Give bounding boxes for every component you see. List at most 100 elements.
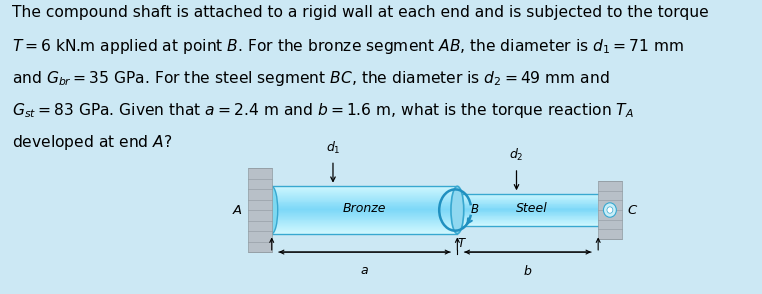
- Text: $d_2$: $d_2$: [509, 147, 523, 163]
- Bar: [272, 208, 457, 209]
- Bar: [272, 207, 457, 208]
- Bar: [272, 206, 457, 207]
- Bar: [272, 220, 457, 221]
- Bar: [272, 201, 457, 203]
- Bar: [272, 227, 457, 228]
- Bar: [457, 224, 598, 225]
- Text: $B$: $B$: [470, 203, 479, 216]
- Bar: [457, 202, 598, 203]
- Bar: [598, 181, 622, 239]
- Bar: [457, 196, 598, 197]
- Ellipse shape: [607, 207, 613, 213]
- Bar: [272, 197, 457, 198]
- Bar: [272, 186, 457, 187]
- Bar: [272, 224, 457, 225]
- Bar: [272, 190, 457, 191]
- Bar: [457, 200, 598, 201]
- Bar: [272, 209, 457, 210]
- Bar: [272, 214, 457, 215]
- Bar: [272, 233, 457, 234]
- Ellipse shape: [604, 203, 616, 217]
- Text: Bronze: Bronze: [343, 202, 386, 215]
- Text: $b$: $b$: [523, 264, 533, 278]
- Bar: [457, 218, 598, 219]
- Bar: [457, 205, 598, 206]
- Bar: [272, 228, 457, 229]
- Bar: [272, 226, 457, 227]
- Bar: [272, 203, 457, 204]
- Bar: [272, 210, 457, 211]
- Bar: [272, 199, 457, 201]
- Bar: [457, 211, 598, 212]
- Bar: [457, 210, 598, 211]
- Bar: [457, 216, 598, 217]
- Text: $C$: $C$: [626, 203, 638, 217]
- Bar: [272, 204, 457, 205]
- Bar: [272, 188, 457, 189]
- Bar: [457, 208, 598, 209]
- Bar: [457, 213, 598, 214]
- Bar: [272, 198, 457, 199]
- Bar: [272, 232, 457, 233]
- Bar: [272, 231, 457, 232]
- Bar: [272, 187, 457, 188]
- Bar: [272, 222, 457, 223]
- Bar: [457, 222, 598, 223]
- Bar: [457, 195, 598, 196]
- Ellipse shape: [451, 186, 464, 234]
- Text: $T$: $T$: [456, 237, 466, 250]
- Bar: [272, 218, 457, 220]
- Text: The compound shaft is attached to a rigid wall at each end and is subjected to t: The compound shaft is attached to a rigi…: [12, 5, 709, 20]
- Bar: [272, 230, 457, 231]
- Bar: [272, 193, 457, 194]
- Bar: [457, 221, 598, 222]
- Bar: [272, 215, 457, 216]
- Bar: [457, 198, 598, 199]
- Bar: [457, 219, 598, 220]
- Bar: [457, 207, 598, 208]
- Bar: [272, 191, 457, 192]
- Text: $d_1$: $d_1$: [325, 140, 341, 156]
- Bar: [457, 215, 598, 216]
- Bar: [272, 198, 457, 200]
- Text: $G_{st} = 83$ GPa. Given that $a = 2.4$ m and $b = 1.6$ m, what is the torque re: $G_{st} = 83$ GPa. Given that $a = 2.4$ …: [12, 101, 634, 120]
- Bar: [457, 204, 598, 205]
- Bar: [457, 225, 598, 226]
- Bar: [272, 213, 457, 214]
- Text: and $G_{br} = 35$ GPa. For the steel segment $BC$, the diameter is $d_2 = 49$ mm: and $G_{br} = 35$ GPa. For the steel seg…: [12, 69, 610, 88]
- Bar: [272, 202, 457, 203]
- Bar: [272, 229, 457, 230]
- Text: Steel: Steel: [516, 202, 548, 215]
- Text: $T = 6$ kN.m applied at point $B$. For the bronze segment $AB$, the diameter is : $T = 6$ kN.m applied at point $B$. For t…: [12, 37, 684, 56]
- Bar: [457, 212, 598, 213]
- Bar: [272, 223, 457, 224]
- Bar: [248, 168, 272, 252]
- Bar: [272, 194, 457, 195]
- Bar: [457, 199, 598, 200]
- Bar: [457, 197, 598, 198]
- Bar: [457, 199, 598, 201]
- Bar: [272, 221, 457, 222]
- Bar: [457, 223, 598, 225]
- Bar: [272, 216, 457, 217]
- Bar: [272, 212, 457, 213]
- Bar: [457, 203, 598, 204]
- Bar: [272, 216, 457, 218]
- Bar: [272, 211, 457, 212]
- Bar: [457, 220, 598, 221]
- Bar: [457, 223, 598, 224]
- Bar: [457, 214, 598, 215]
- Bar: [457, 203, 598, 204]
- Text: $a$: $a$: [360, 264, 369, 277]
- Bar: [457, 201, 598, 202]
- Bar: [272, 189, 457, 190]
- Text: $A$: $A$: [232, 203, 243, 217]
- Bar: [272, 205, 457, 206]
- Bar: [272, 192, 457, 193]
- Bar: [457, 194, 598, 195]
- Bar: [272, 219, 457, 220]
- Bar: [457, 217, 598, 218]
- Bar: [272, 195, 457, 196]
- Bar: [457, 206, 598, 207]
- Text: developed at end $A$?: developed at end $A$?: [12, 133, 172, 152]
